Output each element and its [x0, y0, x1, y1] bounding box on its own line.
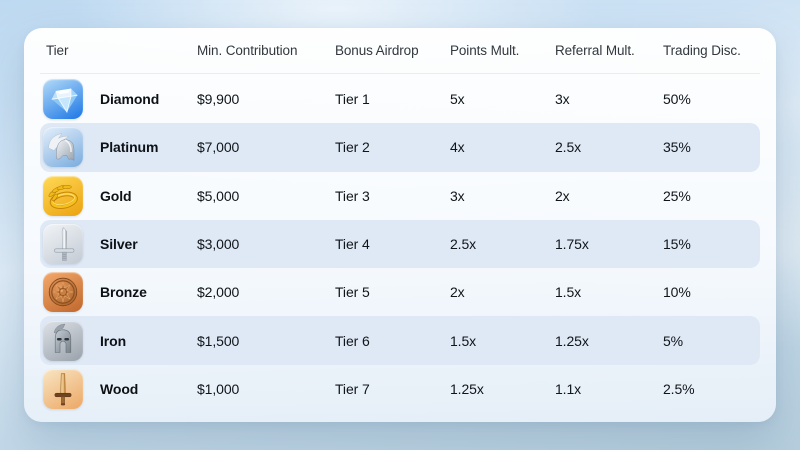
- table-row: Bronze $2,000 Tier 5 2x 1.5x 10%: [40, 268, 760, 316]
- column-header-trading-disc: Trading Disc.: [663, 43, 741, 58]
- referral-mult-cell: 1.5x: [555, 284, 582, 301]
- column-header-tier: Tier: [46, 43, 69, 58]
- wooden-sword-icon: [43, 368, 83, 409]
- tier-name: Iron: [100, 332, 127, 349]
- bonus-airdrop-cell: Tier 2: [335, 139, 370, 156]
- column-header-points-mult: Points Mult.: [450, 43, 520, 58]
- referral-mult-cell: 1.1x: [555, 380, 582, 397]
- trading-disc-cell: 5%: [663, 332, 684, 349]
- points-mult-cell: 1.25x: [450, 380, 484, 397]
- referral-mult-cell: 2.5x: [555, 139, 582, 156]
- column-header-referral-mult: Referral Mult.: [555, 43, 635, 58]
- min-contribution-cell: $1,000: [197, 380, 240, 397]
- referral-mult-cell: 1.25x: [555, 332, 589, 349]
- table-row: Gold $5,000 Tier 3 3x 2x 25%: [40, 172, 760, 220]
- table-row: Silver $3,000 Tier 4 2.5x 1.75x 15%: [40, 219, 760, 269]
- tier-cell: Bronze: [40, 268, 197, 316]
- min-contribution-cell: $2,000: [197, 284, 240, 301]
- referral-mult-cell: 2x: [555, 187, 570, 204]
- round-shield-icon: [43, 272, 83, 313]
- tier-cell: Wood: [40, 365, 197, 413]
- trading-disc-cell: 10%: [663, 284, 691, 301]
- column-header-min-contribution: Min. Contribution: [197, 43, 298, 58]
- trading-disc-cell: 15%: [663, 236, 691, 253]
- table-row: Diamond $9,900 Tier 1 5x 3x 50%: [40, 75, 760, 123]
- table-row: Iron $1,500 Tier 6 1.5x 1.25x 5%: [40, 316, 760, 365]
- points-mult-cell: 3x: [450, 187, 465, 204]
- tier-name: Diamond: [100, 91, 160, 108]
- tier-cell: Gold: [40, 172, 197, 220]
- tier-name: Wood: [100, 380, 139, 397]
- trading-disc-cell: 2.5%: [663, 380, 695, 397]
- min-contribution-cell: $5,000: [197, 187, 240, 204]
- tier-table-card: Tier Min. Contribution Bonus Airdrop Poi…: [24, 28, 776, 422]
- referral-mult-cell: 1.75x: [555, 236, 589, 253]
- tier-cell: Silver: [40, 220, 197, 268]
- points-mult-cell: 2x: [450, 284, 465, 301]
- min-contribution-cell: $3,000: [197, 236, 240, 253]
- min-contribution-cell: $1,500: [197, 332, 240, 349]
- points-mult-cell: 5x: [450, 91, 465, 108]
- bonus-airdrop-cell: Tier 4: [335, 236, 370, 253]
- bonus-airdrop-cell: Tier 7: [335, 380, 370, 397]
- referral-mult-cell: 3x: [555, 91, 570, 108]
- table-row: Platinum $7,000 Tier 2 4x 2.5x 35%: [40, 123, 760, 172]
- trading-disc-cell: 35%: [663, 139, 691, 156]
- tier-cell: Diamond: [40, 75, 197, 123]
- sword-icon: [43, 224, 83, 265]
- table-row: Wood $1,000 Tier 7 1.25x 1.1x 2.5%: [40, 365, 760, 413]
- laurel-wreath-icon: [43, 175, 83, 216]
- diamond-gem-icon: [43, 79, 83, 120]
- tier-name: Platinum: [100, 139, 159, 156]
- trading-disc-cell: 25%: [663, 187, 691, 204]
- bonus-airdrop-cell: Tier 6: [335, 332, 370, 349]
- tier-name: Gold: [100, 187, 132, 204]
- points-mult-cell: 1.5x: [450, 332, 477, 349]
- min-contribution-cell: $9,900: [197, 91, 240, 108]
- table-header-row: Tier Min. Contribution Bonus Airdrop Poi…: [40, 28, 760, 74]
- tier-name: Bronze: [100, 284, 147, 301]
- bonus-airdrop-cell: Tier 5: [335, 284, 370, 301]
- points-mult-cell: 4x: [450, 139, 465, 156]
- tier-cell: Platinum: [40, 123, 197, 171]
- tier-cell: Iron: [40, 316, 197, 364]
- trading-disc-cell: 50%: [663, 91, 691, 108]
- winged-helmet-icon: [43, 127, 83, 168]
- bonus-airdrop-cell: Tier 1: [335, 91, 370, 108]
- points-mult-cell: 2.5x: [450, 236, 477, 253]
- table-body: Diamond $9,900 Tier 1 5x 3x 50% Platinum…: [40, 74, 760, 413]
- column-header-bonus-airdrop: Bonus Airdrop: [335, 43, 419, 58]
- bonus-airdrop-cell: Tier 3: [335, 187, 370, 204]
- spartan-helmet-icon: [43, 320, 83, 361]
- min-contribution-cell: $7,000: [197, 139, 240, 156]
- tier-name: Silver: [100, 236, 138, 253]
